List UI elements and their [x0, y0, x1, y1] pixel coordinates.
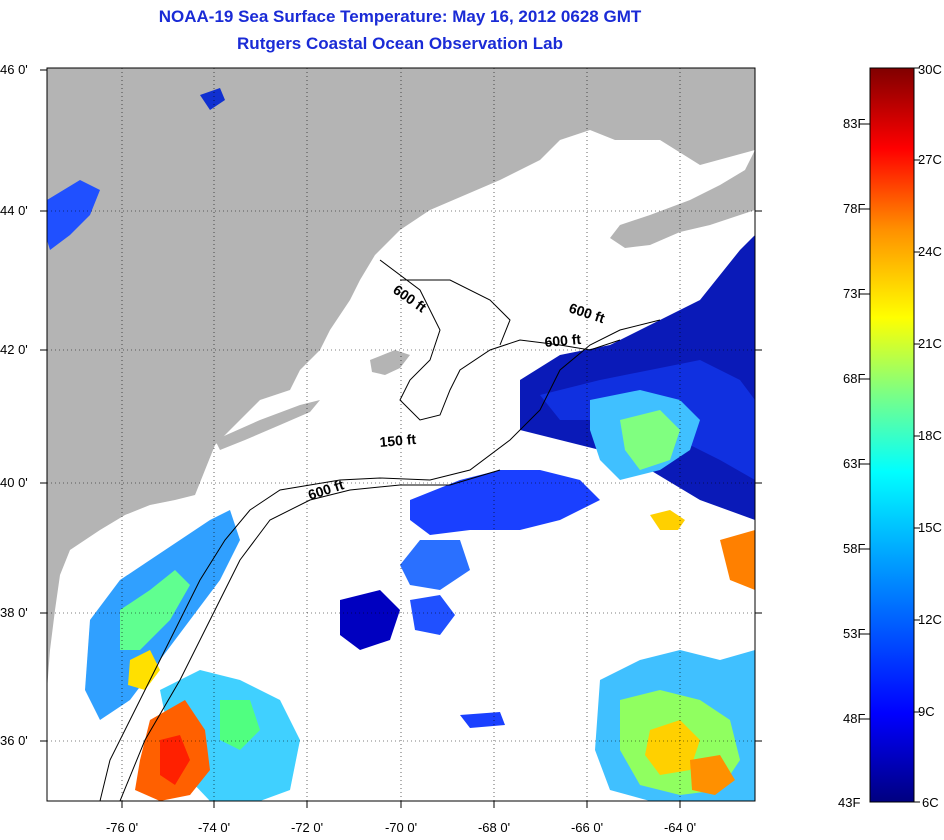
colorbar-f-label: 48F — [843, 711, 865, 726]
colorbar-c-label: 27C — [918, 152, 942, 167]
sst-data-patches — [47, 88, 755, 801]
colorbar — [869, 67, 915, 803]
colorbar-c-label: 6C — [922, 795, 939, 810]
contour-label: 600 ft — [544, 331, 582, 350]
map-title: NOAA-19 Sea Surface Temperature: May 16,… — [158, 7, 642, 26]
land-nova-scotia — [610, 150, 755, 248]
colorbar-c-label: 12C — [918, 612, 942, 627]
colorbar-f-label: 83F — [843, 116, 865, 131]
lon-label: -74 0' — [198, 820, 230, 835]
lat-label: 42 0' — [0, 342, 28, 357]
lon-label: -68 0' — [478, 820, 510, 835]
lon-label: -70 0' — [385, 820, 417, 835]
colorbar-f-label: 53F — [843, 626, 865, 641]
colorbar-f-label: 63F — [843, 456, 865, 471]
lat-label: 36 0' — [0, 733, 28, 748]
colorbar-ticks — [864, 67, 920, 803]
bathymetry-contours — [99, 259, 661, 801]
map-subtitle: Rutgers Coastal Ocean Observation Lab — [237, 34, 563, 53]
land-mainland — [47, 68, 755, 690]
colorbar-c-label: 21C — [918, 336, 942, 351]
lon-label: -76 0' — [106, 820, 138, 835]
axis-ticks — [40, 69, 762, 808]
lat-label: 38 0' — [0, 605, 28, 620]
lon-label: -66 0' — [571, 820, 603, 835]
colorbar-f-label: 73F — [843, 286, 865, 301]
lon-label: -64 0' — [664, 820, 696, 835]
colorbar-f-label: 68F — [843, 371, 865, 386]
colorbar-f-label: 78F — [843, 201, 865, 216]
colorbar-c-label: 24C — [918, 244, 942, 259]
colorbar-c-label: 18C — [918, 428, 942, 443]
lon-label: -72 0' — [291, 820, 323, 835]
lat-label: 40 0' — [0, 475, 28, 490]
colorbar-c-label: 9C — [918, 704, 935, 719]
colorbar-c-label: 30C — [918, 62, 942, 77]
colorbar-c-label: 15C — [918, 520, 942, 535]
contour-label: 150 ft — [379, 431, 417, 450]
lat-label: 46 0' — [0, 62, 28, 77]
land-long-island — [215, 400, 320, 450]
land-cape-cod — [370, 350, 410, 375]
colorbar-f-label: 58F — [843, 541, 865, 556]
colorbar-f-label: 43F — [838, 795, 860, 810]
lat-label: 44 0' — [0, 203, 28, 218]
